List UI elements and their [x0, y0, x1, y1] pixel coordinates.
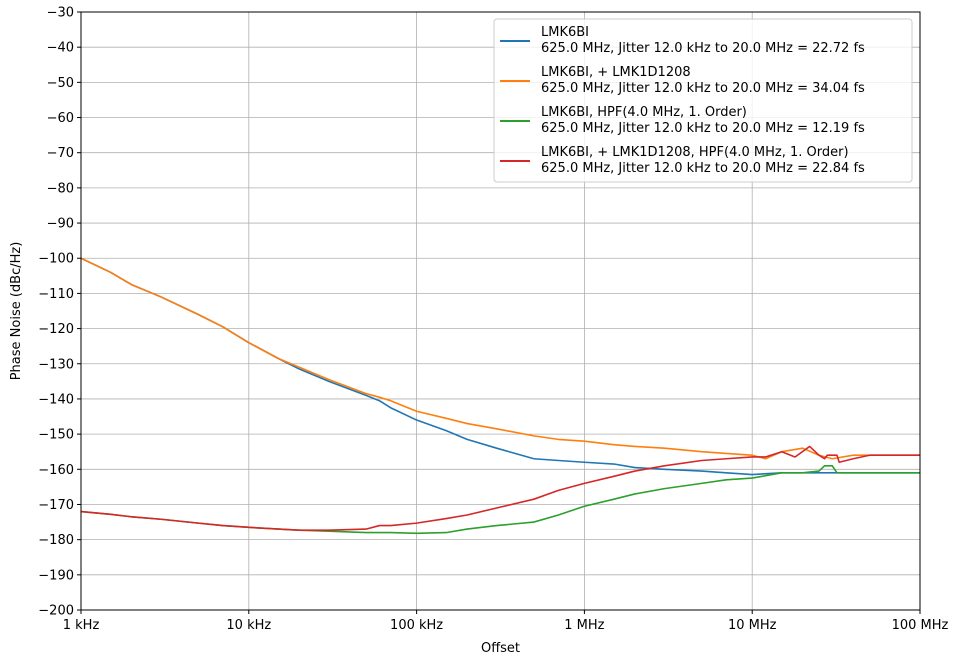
y-tick-label: −100: [38, 252, 74, 267]
y-tick-label: −50: [47, 76, 74, 91]
y-tick-label: −110: [38, 287, 74, 302]
legend-label-4: LMK6BI, + LMK1D1208, HPF(4.0 MHz, 1. Ord…: [541, 145, 849, 160]
y-axis-label: Phase Noise (dBc/Hz): [9, 242, 24, 381]
y-tick-label: −160: [38, 463, 74, 478]
legend-label-2: LMK6BI, + LMK1D1208: [541, 65, 691, 80]
y-tick-label: −150: [38, 428, 74, 443]
legend-detail-3: 625.0 MHz, Jitter 12.0 kHz to 20.0 MHz =…: [541, 121, 865, 136]
series-line-4: [81, 445, 920, 531]
y-tick-label: −170: [38, 498, 74, 513]
legend-detail-1: 625.0 MHz, Jitter 12.0 kHz to 20.0 MHz =…: [541, 41, 865, 56]
y-tick-label: −80: [47, 181, 74, 196]
legend-box: [493, 18, 913, 183]
plot-frame: [80, 11, 921, 611]
y-tick-label: −30: [47, 6, 74, 21]
x-tick-label: 10 MHz: [728, 618, 777, 633]
legend-label-1: LMK6BI: [541, 25, 589, 40]
x-axis-label: Offset: [481, 641, 520, 656]
y-tick-label: −180: [38, 533, 74, 548]
x-tick-label: 100 MHz: [892, 618, 949, 633]
series-line-1: [81, 257, 920, 476]
legend-detail-4: 625.0 MHz, Jitter 12.0 kHz to 20.0 MHz =…: [541, 161, 865, 176]
legend-detail-2: 625.0 MHz, Jitter 12.0 kHz to 20.0 MHz =…: [541, 81, 865, 96]
x-tick-label: 1 MHz: [564, 618, 604, 633]
y-tick-label: −140: [38, 392, 74, 407]
y-tick-label: −120: [38, 322, 74, 337]
legend-label-3: LMK6BI, HPF(4.0 MHz, 1. Order): [541, 105, 747, 120]
series-lines: [81, 257, 920, 535]
y-tick-label: −190: [38, 568, 74, 583]
axis-ticks: 1 kHz 10 kHz 100 kHz 1 MHz 10 MHz 100 MHz −30 −…: [38, 6, 948, 634]
y-tick-label: −70: [47, 146, 74, 161]
y-tick-label: −40: [47, 41, 74, 56]
y-tick-label: −60: [47, 111, 74, 126]
y-tick-label: −90: [47, 217, 74, 232]
x-tick-label: 1 kHz: [63, 618, 100, 633]
y-tick-label: −130: [38, 357, 74, 372]
x-tick-label: 100 kHz: [390, 618, 443, 633]
series-line-2: [81, 257, 920, 460]
y-tick-label: −200: [38, 604, 74, 619]
x-tick-label: 10 kHz: [226, 618, 271, 633]
